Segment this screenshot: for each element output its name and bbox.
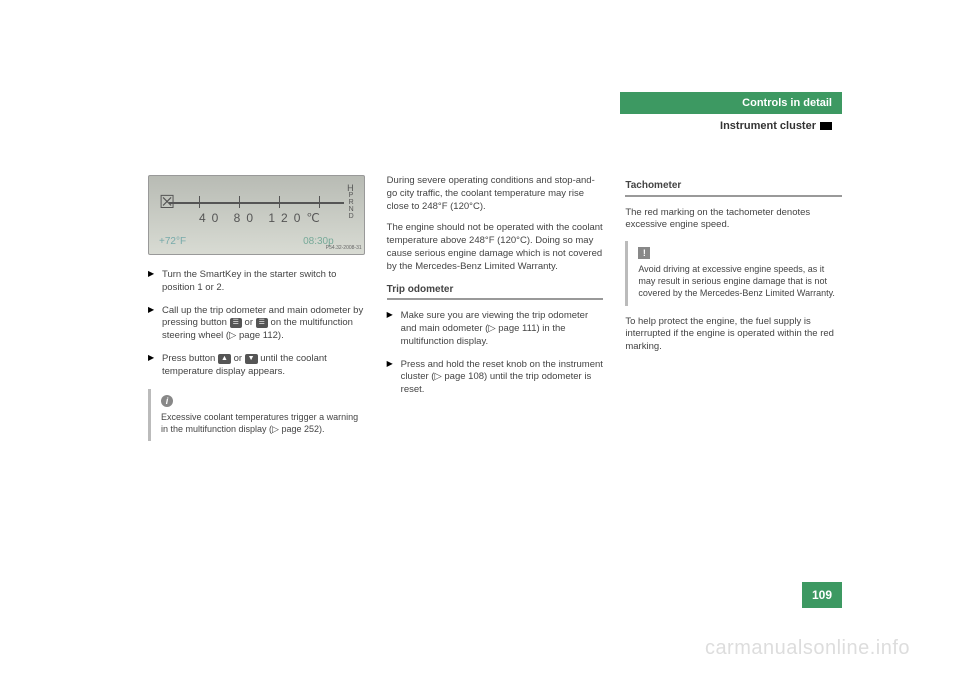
note-text: Excessive coolant temperatures trigger a… [161, 411, 359, 435]
text-fragment: Press button [162, 353, 218, 364]
outside-temp: +72°F [159, 235, 186, 249]
paragraph: During severe operating conditions and s… [387, 175, 604, 213]
down-button-icon: ▼ [245, 354, 258, 364]
menu-button-icon: ☰ [230, 318, 242, 328]
page-number: 109 [802, 582, 842, 608]
bullet-arrow-icon: ▶ [148, 353, 162, 379]
paragraph: The engine should not be operated with t… [387, 222, 604, 273]
prnd-label: P R N D [349, 192, 354, 220]
image-code: P54.32-2008-31 [326, 245, 362, 252]
section-title: Instrument cluster [620, 114, 842, 136]
step-text: Make sure you are viewing the trip odome… [401, 310, 604, 348]
column-2: During severe operating conditions and s… [387, 175, 604, 441]
trip-odometer-heading: Trip odometer [387, 283, 604, 301]
step-item: ▶ Turn the SmartKey in the starter switc… [148, 269, 365, 295]
step-text: Press and hold the reset knob on the ins… [401, 359, 604, 397]
bullet-arrow-icon: ▶ [148, 305, 162, 343]
note-text: Avoid driving at excessive engine speeds… [638, 263, 836, 299]
bullet-arrow-icon: ▶ [387, 310, 401, 348]
step-text: Press button ▲ or ▼ until the coolant te… [162, 353, 365, 379]
text-fragment: or [245, 317, 256, 328]
step-item: ▶ Press button ▲ or ▼ until the coolant … [148, 353, 365, 379]
menu-button-icon: ☰ [256, 318, 268, 328]
watermark: carmanualsonline.info [705, 637, 910, 660]
content-columns: ☒ 40 80 120℃ H P R N D +72°F 08:30p P54.… [148, 175, 842, 441]
header-region: Controls in detail Instrument cluster [620, 92, 842, 136]
gauge-tick [199, 196, 200, 208]
gauge-tick [239, 196, 240, 208]
text-fragment: or [234, 353, 245, 364]
gauge-tick [279, 196, 280, 208]
bullet-arrow-icon: ▶ [387, 359, 401, 397]
info-note: Excessive coolant temperatures trigger a… [148, 389, 365, 441]
chapter-title: Controls in detail [620, 92, 842, 114]
step-item: ▶ Press and hold the reset knob on the i… [387, 359, 604, 397]
gauge-numbers: 40 80 120℃ [199, 210, 326, 226]
gauge-tick [319, 196, 320, 208]
warning-note: Avoid driving at excessive engine speeds… [625, 241, 842, 305]
coolant-display-image: ☒ 40 80 120℃ H P R N D +72°F 08:30p P54.… [148, 175, 365, 255]
step-item: ▶ Call up the trip odometer and main odo… [148, 305, 365, 343]
paragraph: The red marking on the tachometer denote… [625, 207, 842, 233]
step-text: Call up the trip odometer and main odome… [162, 305, 365, 343]
step-item: ▶ Make sure you are viewing the trip odo… [387, 310, 604, 348]
column-1: ☒ 40 80 120℃ H P R N D +72°F 08:30p P54.… [148, 175, 365, 441]
section-bar [820, 122, 832, 130]
step-text: Turn the SmartKey in the starter switch … [162, 269, 365, 295]
section-title-text: Instrument cluster [720, 120, 816, 132]
column-3: Tachometer The red marking on the tachom… [625, 175, 842, 441]
up-button-icon: ▲ [218, 354, 231, 364]
paragraph: To help protect the engine, the fuel sup… [625, 316, 842, 354]
tachometer-heading: Tachometer [625, 179, 842, 197]
gauge-line [169, 202, 344, 204]
bullet-arrow-icon: ▶ [148, 269, 162, 295]
